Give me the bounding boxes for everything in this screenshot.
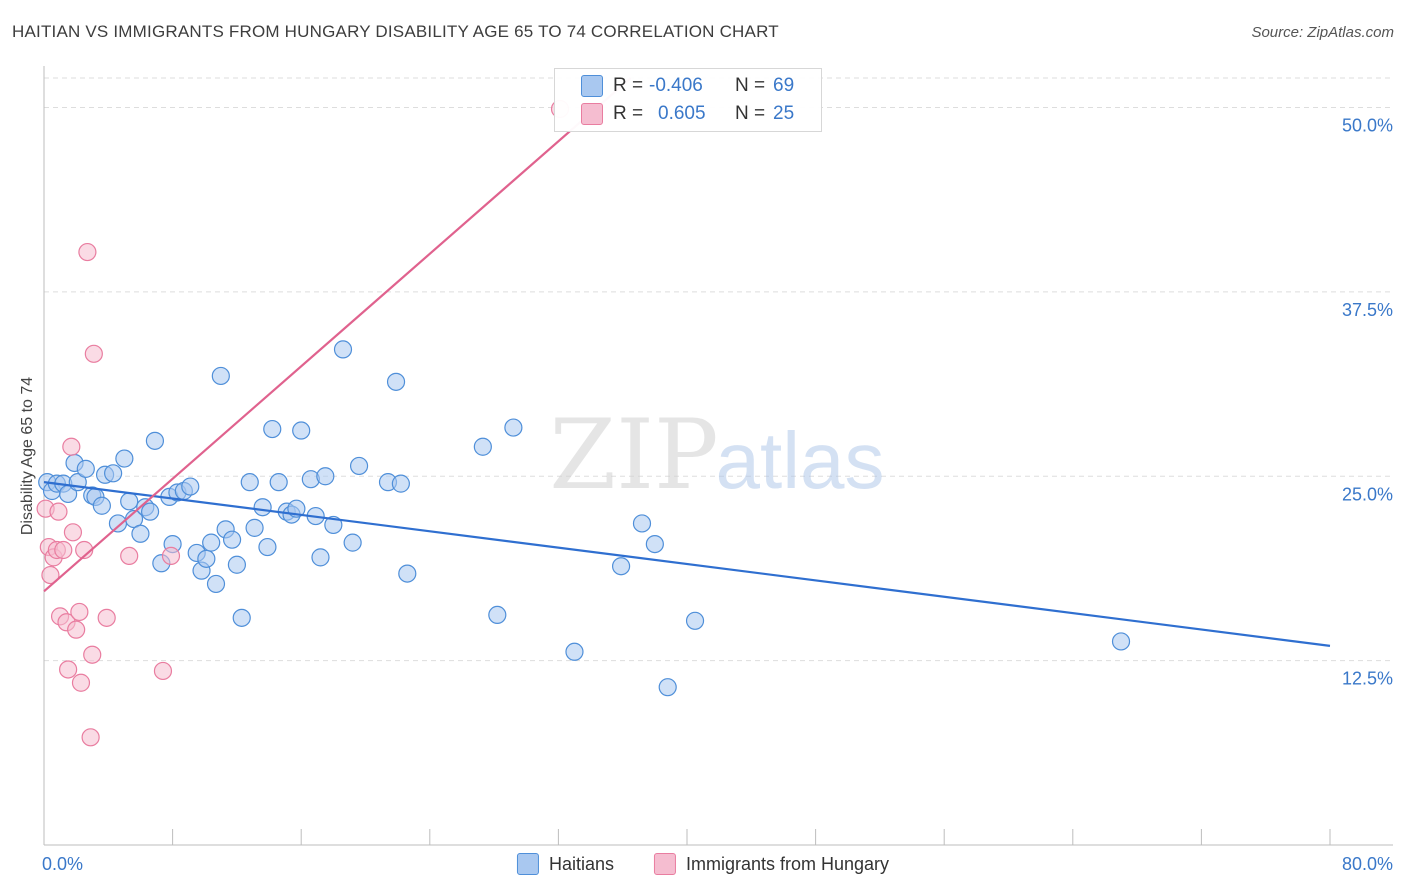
legend: Haitians Immigrants from Hungary bbox=[516, 853, 890, 875]
haitians-point bbox=[253, 498, 272, 517]
haitians-trend-line bbox=[43, 481, 1331, 647]
chart-title: HAITIAN VS IMMIGRANTS FROM HUNGARY DISAB… bbox=[12, 22, 779, 41]
source-label: Source: ZipAtlas.com bbox=[1251, 24, 1394, 41]
haitians-point bbox=[316, 467, 335, 486]
haitians-point bbox=[565, 642, 584, 661]
haitians-point bbox=[131, 524, 150, 543]
hungary-point bbox=[97, 608, 116, 627]
stats-swatch-blue bbox=[581, 75, 603, 97]
hungary-point bbox=[78, 242, 97, 262]
haitians-point bbox=[658, 678, 677, 697]
stats-row-hungary: R = 0.605 N = 25 bbox=[555, 99, 821, 129]
stats-r-label: R = bbox=[613, 103, 644, 124]
hungary-point bbox=[41, 565, 60, 585]
haitians-point bbox=[258, 537, 277, 557]
hungary-point bbox=[153, 661, 173, 681]
haitians-point bbox=[263, 419, 282, 439]
haitians-point bbox=[222, 530, 242, 549]
haitians-point bbox=[1111, 632, 1131, 651]
haitians-point bbox=[488, 605, 507, 625]
haitians-point bbox=[181, 477, 200, 496]
stats-n-value: 69 bbox=[773, 75, 795, 96]
legend-label-hungary: Immigrants from Hungary bbox=[685, 853, 890, 874]
hungary-point bbox=[59, 660, 78, 679]
y-tick-label: 12.5% bbox=[1342, 669, 1393, 689]
haitians-point bbox=[104, 464, 123, 483]
hungary-point bbox=[49, 502, 68, 521]
haitians-point bbox=[145, 431, 165, 450]
y-tick-label: 25.0% bbox=[1342, 484, 1393, 504]
hungary-point bbox=[71, 673, 91, 692]
grid-layer bbox=[44, 77, 1393, 662]
haitians-point bbox=[611, 557, 631, 576]
hungary-points bbox=[36, 99, 570, 747]
hungary-point bbox=[84, 344, 103, 363]
watermark-atlas: atlas bbox=[716, 416, 885, 505]
legend-label-haitians: Haitians bbox=[548, 853, 614, 874]
hungary-point bbox=[161, 546, 181, 566]
x-tick-label: 0.0% bbox=[42, 854, 83, 874]
haitians-point bbox=[632, 514, 652, 533]
haitians-point bbox=[269, 473, 288, 492]
haitians-point bbox=[386, 372, 406, 391]
legend-item-hungary[interactable]: Immigrants from Hungary bbox=[653, 853, 890, 875]
haitians-point bbox=[240, 473, 259, 492]
hungary-point bbox=[54, 540, 73, 560]
stats-r-value: -0.406 bbox=[649, 75, 703, 96]
haitians-point bbox=[391, 474, 410, 493]
hungary-point bbox=[62, 437, 81, 456]
haitians-points bbox=[38, 340, 1131, 697]
haitians-point bbox=[211, 366, 230, 386]
haitians-point bbox=[398, 564, 417, 583]
stats-box: R = -0.406 N = 69 R = 0.605 N = 25 bbox=[554, 68, 822, 132]
haitians-point bbox=[343, 533, 362, 552]
stats-n-value: 25 bbox=[773, 103, 795, 124]
haitians-point bbox=[76, 459, 95, 478]
haitians-point bbox=[227, 555, 246, 574]
haitians-point bbox=[245, 518, 264, 537]
haitians-point bbox=[206, 574, 226, 594]
stats-n-label: N = bbox=[735, 75, 766, 96]
haitians-point bbox=[504, 418, 523, 437]
haitians-point bbox=[292, 421, 311, 440]
axis-layer bbox=[43, 66, 1393, 846]
y-tick-label: 50.0% bbox=[1342, 116, 1393, 136]
haitians-point bbox=[324, 515, 343, 535]
haitians-point bbox=[108, 514, 128, 533]
x-tick-label: 80.0% bbox=[1342, 854, 1393, 874]
haitians-point bbox=[92, 496, 111, 515]
hungary-point bbox=[120, 546, 139, 566]
haitians-point bbox=[311, 548, 330, 567]
stats-r-value: 0.605 bbox=[658, 103, 706, 124]
tick-labels: 12.5% 25.0% 37.5% 50.0% 0.0% 80.0% bbox=[42, 116, 1393, 875]
legend-item-haitians[interactable]: Haitians bbox=[516, 853, 614, 875]
haitians-point bbox=[115, 449, 134, 468]
hungary-point bbox=[81, 728, 100, 747]
haitians-point bbox=[202, 533, 221, 552]
stats-row-haitians: R = -0.406 N = 69 bbox=[555, 71, 821, 101]
haitians-point bbox=[685, 611, 705, 630]
haitians-point bbox=[349, 456, 369, 476]
stats-swatch-pink bbox=[581, 103, 603, 125]
hungary-point bbox=[63, 523, 83, 542]
hungary-point bbox=[83, 645, 102, 664]
haitians-point bbox=[473, 437, 492, 456]
haitians-point bbox=[197, 549, 216, 568]
stats-r-label: R = bbox=[613, 75, 644, 96]
haitians-point bbox=[120, 492, 139, 511]
haitians-point bbox=[140, 502, 160, 521]
watermark-zip: ZIP bbox=[549, 399, 718, 511]
hungary-point bbox=[70, 602, 89, 622]
hungary-point bbox=[67, 620, 86, 639]
haitians-point bbox=[333, 340, 353, 359]
legend-swatch-blue bbox=[516, 853, 539, 875]
trend-layer bbox=[43, 77, 1331, 647]
haitians-point bbox=[645, 534, 664, 554]
y-tick-label: 37.5% bbox=[1342, 300, 1393, 320]
hungary-trend-line bbox=[43, 77, 632, 593]
haitians-point bbox=[232, 608, 251, 627]
stats-n-label: N = bbox=[735, 103, 766, 124]
legend-swatch-pink bbox=[653, 853, 676, 875]
